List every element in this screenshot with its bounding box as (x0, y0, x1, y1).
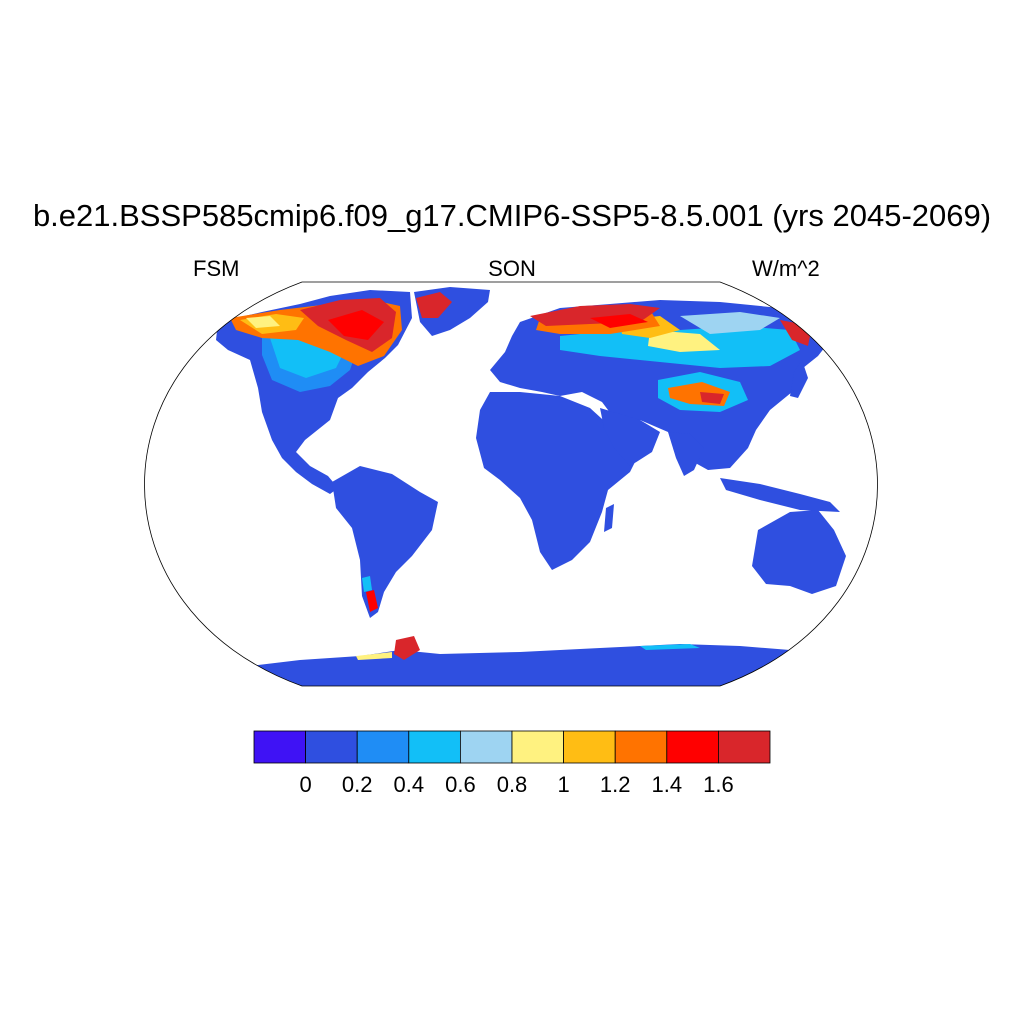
variable-label: FSM (193, 256, 240, 281)
indonesia (720, 478, 840, 512)
snow-region-north-america (230, 298, 402, 392)
map-title: b.e21.BSSP585cmip6.f09_g17.CMIP6-SSP5-8.… (32, 198, 992, 233)
snow-region-greenland (416, 292, 452, 318)
snow-region-andes (362, 576, 378, 612)
colorbar-tick-label: 1.2 (600, 772, 631, 797)
colorbar-tick-label: 0.8 (497, 772, 528, 797)
colorbar-tick-label: 1.4 (652, 772, 683, 797)
colorbar-swatch (459, 730, 513, 764)
arabia (600, 408, 660, 466)
madagascar (604, 504, 614, 532)
map-border (144, 281, 878, 687)
snow-region-eurasia (530, 304, 812, 412)
units-label: W/m^2 (752, 256, 820, 281)
colorbar-tick-label: 0.6 (445, 772, 476, 797)
season-label: SON (488, 256, 536, 281)
colorbar-tick-label: 0.4 (394, 772, 425, 797)
africa (476, 392, 640, 570)
colorbar-swatch (305, 730, 358, 764)
colorbar-swatch (356, 730, 410, 764)
colorbar-swatch (563, 730, 616, 764)
colorbar-swatch (718, 730, 771, 764)
japan (790, 360, 808, 398)
australia (752, 510, 846, 594)
snow-region-antarctic-peninsula (356, 636, 700, 660)
india (668, 432, 704, 476)
colorbar-swatch (408, 730, 461, 764)
colorbar-swatch (614, 730, 668, 764)
colorbar-swatch (253, 730, 306, 764)
colorbar-tick-label: 0 (299, 772, 311, 797)
colorbar-swatch (666, 730, 719, 764)
colorbar-tick-label: 1.6 (703, 772, 734, 797)
colorbar-tick-label: 1 (557, 772, 569, 797)
south-america (332, 466, 438, 618)
colorbar-tick-label: 0.2 (342, 772, 373, 797)
colorbar-swatch (511, 730, 564, 764)
